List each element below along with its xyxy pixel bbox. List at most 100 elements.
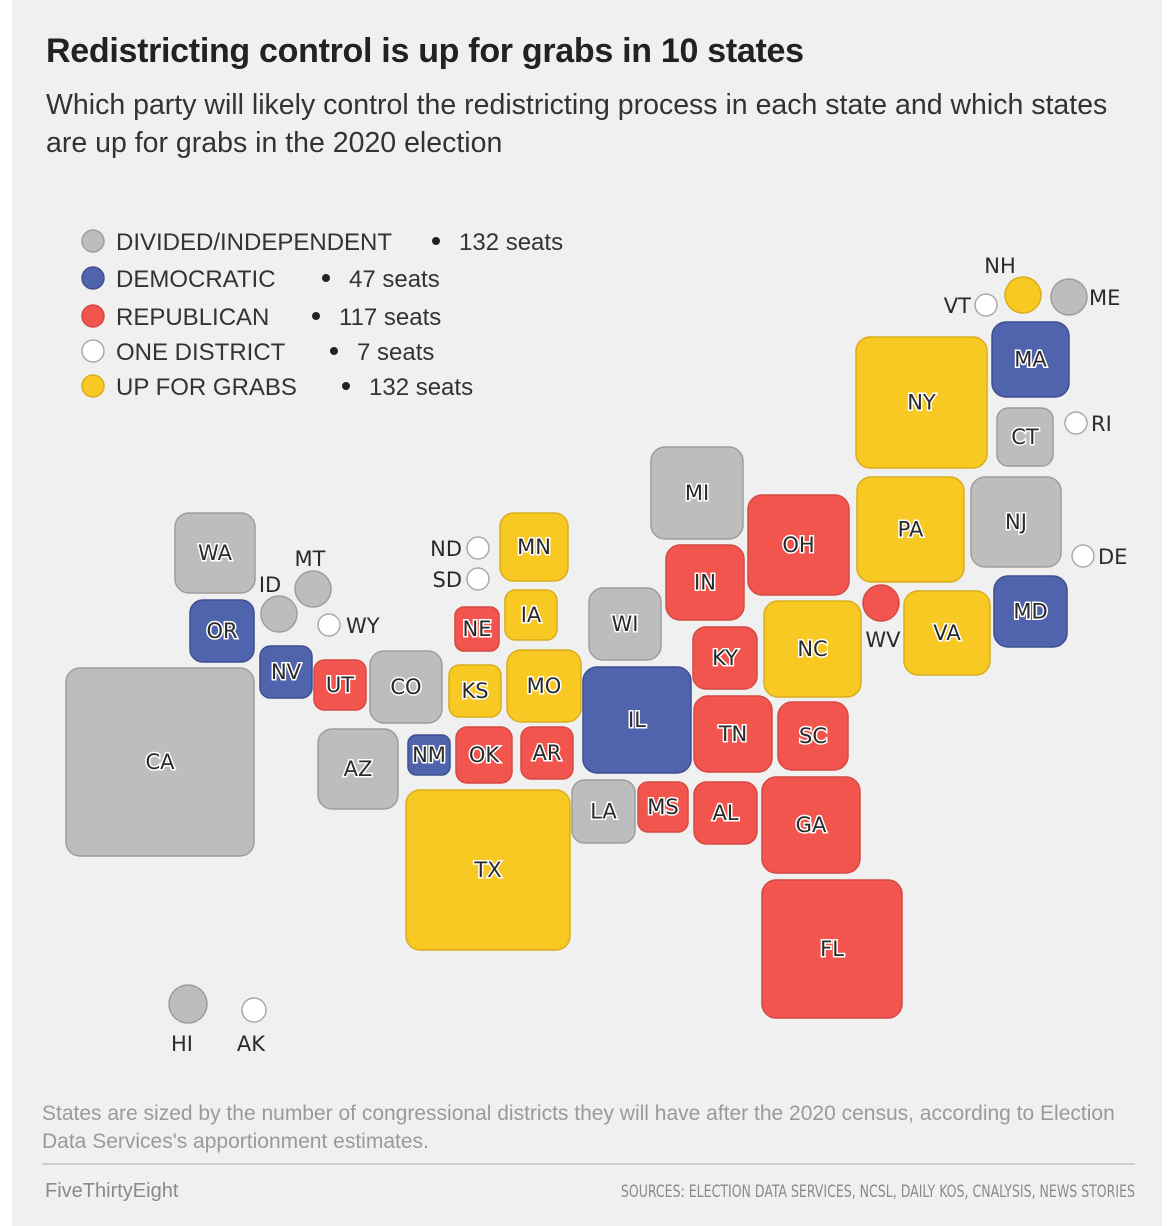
state-tile — [455, 726, 513, 784]
state-label: AL — [712, 801, 738, 825]
state-label: DE — [1098, 545, 1127, 569]
state-nm: NM — [407, 734, 451, 776]
state-tile — [407, 734, 451, 776]
state-label: VA — [933, 621, 961, 645]
divider — [42, 1163, 1135, 1165]
state-label: WV — [865, 628, 901, 652]
state-id: ID — [259, 573, 298, 633]
state-tile — [991, 321, 1070, 398]
state-label: UT — [326, 673, 354, 697]
state-tile — [692, 626, 758, 690]
state-wa: WA — [174, 512, 256, 594]
state-tile — [761, 776, 861, 874]
state-pa: PA — [856, 476, 965, 583]
state-tile — [993, 575, 1068, 648]
brand-label: FiveThirtyEight — [45, 1180, 179, 1202]
state-vt: VT — [944, 293, 998, 318]
state-label: NY — [907, 391, 936, 415]
legend-bullet — [432, 237, 440, 245]
state-label: OK — [469, 743, 501, 767]
legend-item-dem: DEMOCRATIC 47 seats — [81, 266, 440, 293]
legend-seats: 47 seats — [349, 266, 440, 293]
state-tile — [454, 606, 500, 652]
state-de: DE — [1071, 544, 1127, 569]
state-mo: MO — [506, 649, 582, 723]
state-nj: NJ — [970, 476, 1062, 568]
legend-swatch — [81, 374, 105, 398]
state-label: WA — [198, 541, 233, 565]
state-oh: OH — [747, 494, 850, 596]
legend-swatch — [81, 229, 105, 253]
state-ia: IA — [504, 589, 558, 641]
state-or: OR — [189, 599, 255, 663]
state-tile — [761, 879, 903, 1019]
state-tile — [650, 446, 744, 540]
state-ne: NE — [454, 606, 500, 652]
state-tile — [313, 659, 367, 711]
state-label: AK — [237, 1032, 266, 1056]
state-co: CO — [369, 650, 443, 724]
legend-item-rep: REPUBLICAN 117 seats — [81, 304, 441, 331]
state-ok: OK — [455, 726, 513, 784]
state-ma: MA — [991, 321, 1070, 398]
state-circle — [1004, 276, 1042, 314]
state-ri: RI — [1064, 411, 1112, 436]
state-circle — [974, 293, 998, 317]
state-ut: UT — [313, 659, 367, 711]
state-tile — [747, 494, 850, 596]
state-label: IA — [521, 603, 542, 627]
legend-seats: 117 seats — [339, 304, 441, 331]
state-label: AR — [533, 741, 562, 765]
legend-item-divided: DIVIDED/INDEPENDENT 132 seats — [81, 229, 563, 256]
state-label: ND — [430, 537, 462, 561]
state-label: NJ — [1005, 510, 1027, 534]
state-ca: CA — [65, 667, 255, 857]
state-label: TN — [718, 722, 748, 746]
state-mi: MI — [650, 446, 744, 540]
state-tile — [665, 544, 745, 621]
state-circle — [862, 584, 900, 622]
state-label: IL — [628, 708, 646, 732]
legend-seats: 132 seats — [459, 229, 563, 256]
state-label: LA — [590, 800, 617, 824]
state-label: NV — [271, 660, 302, 684]
state-nc: NC — [763, 600, 862, 698]
state-mn: MN — [499, 512, 569, 582]
state-label: NM — [412, 743, 446, 767]
state-ak: AK — [237, 997, 267, 1056]
state-label: CA — [145, 750, 175, 774]
state-sc: SC — [777, 701, 849, 771]
state-wy: WY — [317, 613, 380, 638]
state-tile — [693, 781, 758, 845]
state-tile — [763, 600, 862, 698]
state-tile — [369, 650, 443, 724]
state-sd: SD — [432, 567, 490, 592]
state-wi: WI — [588, 587, 662, 661]
state-circle — [1071, 544, 1095, 568]
state-hi: HI — [168, 984, 208, 1056]
state-label: GA — [796, 813, 827, 837]
state-tile — [855, 336, 988, 469]
state-label: ID — [259, 573, 281, 597]
state-circle — [317, 613, 341, 637]
state-label: KY — [712, 646, 738, 670]
state-md: MD — [993, 575, 1068, 648]
state-label: WY — [346, 614, 380, 638]
state-label: FL — [820, 937, 844, 961]
state-tile — [856, 476, 965, 583]
state-label: OR — [206, 619, 237, 643]
state-tile — [777, 701, 849, 771]
state-label: IN — [694, 571, 716, 595]
legend-item-one: ONE DISTRICT 7 seats — [81, 339, 434, 366]
state-circle — [260, 595, 298, 633]
legend-bullet — [342, 382, 350, 390]
state-label: MN — [517, 535, 551, 559]
state-nv: NV — [259, 645, 313, 699]
state-label: MS — [647, 795, 678, 819]
state-la: LA — [571, 779, 636, 844]
state-ms: MS — [637, 781, 689, 833]
sources-label: SOURCES: ELECTION DATA SERVICES, NCSL, D… — [620, 1182, 1135, 1202]
chart-title: Redistricting control is up for grabs in… — [46, 32, 804, 70]
state-tile — [693, 695, 773, 773]
